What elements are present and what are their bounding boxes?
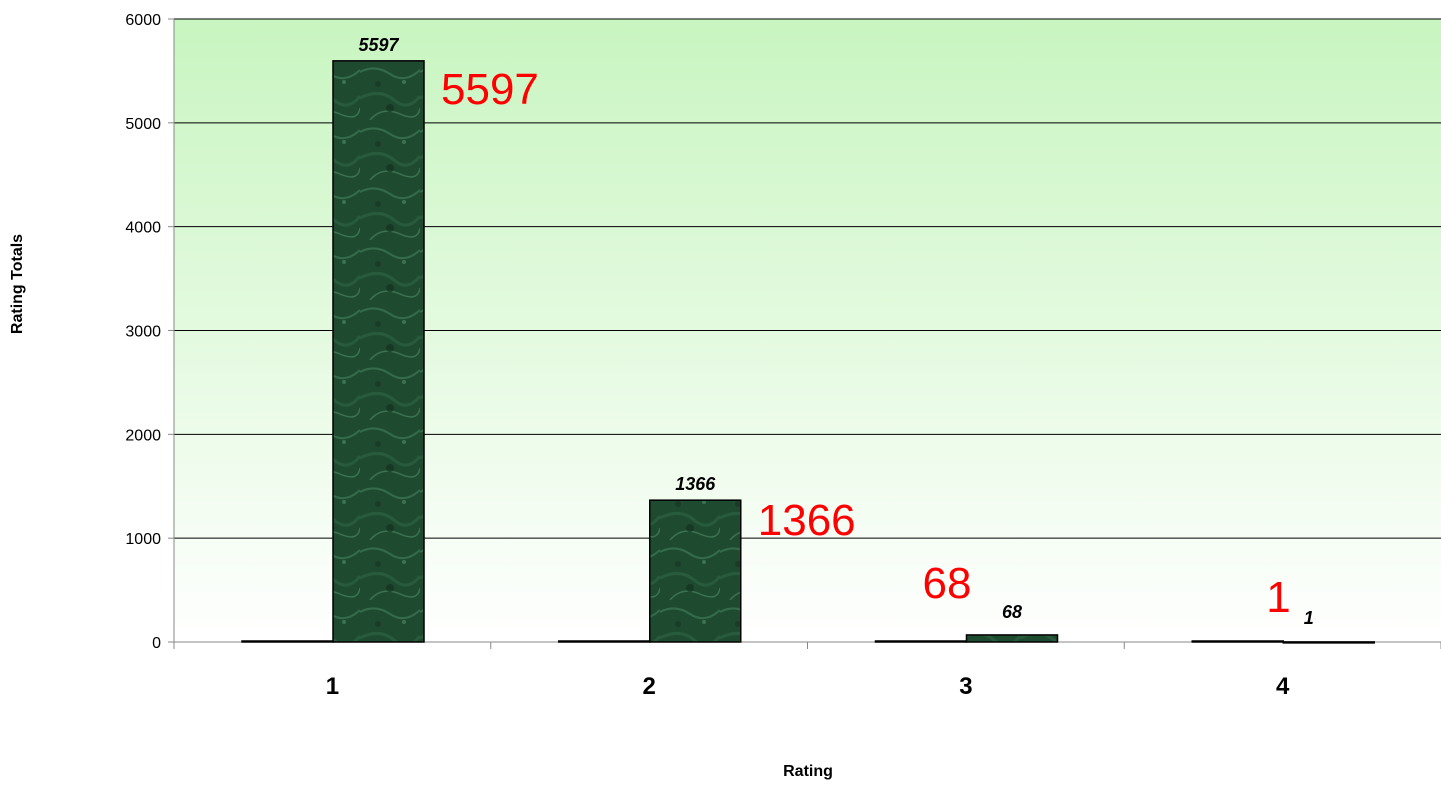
x-tick-label: 2 (642, 673, 655, 700)
y-tick-label: 1000 (125, 531, 161, 548)
data-label-large: 1 (1266, 573, 1290, 622)
data-label-italic: 1366 (675, 474, 716, 494)
x-tick-label: 1 (326, 673, 339, 700)
data-label-large: 1366 (758, 496, 856, 545)
y-tick-label: 0 (152, 635, 161, 652)
y-tick-label: 3000 (125, 324, 161, 341)
bar-series-a (241, 640, 334, 643)
data-label-italic: 5597 (358, 35, 399, 55)
data-label-large: 68 (923, 559, 972, 608)
data-label-large: 5597 (441, 65, 539, 114)
axes: 0 1000 2000 3000 4000 5000 6000 1 2 3 4 (125, 12, 1441, 700)
bar-series-b (965, 634, 1059, 643)
x-tick-label: 4 (1276, 673, 1290, 700)
x-axis-title: Rating (783, 763, 833, 780)
data-label-italic: 1 (1304, 608, 1314, 628)
y-tick-label: 2000 (125, 427, 161, 444)
y-axis-title: Rating Totals (9, 234, 26, 334)
bar-series-a (1191, 640, 1284, 643)
x-tick-label: 3 (959, 673, 972, 700)
data-label-italic: 68 (1002, 602, 1022, 622)
bar-series-b (332, 60, 425, 643)
bar-series-a (558, 640, 651, 643)
y-tick-label: 4000 (125, 220, 161, 237)
bar-series-b (1282, 641, 1375, 644)
bar-series-a (874, 640, 968, 643)
bar-series-b (649, 499, 742, 643)
bars (241, 60, 1375, 644)
y-tick-label: 6000 (125, 12, 161, 29)
data-labels: 5597 5597 1366 1366 68 68 11 (358, 35, 1313, 628)
y-tick-label: 5000 (125, 116, 161, 133)
